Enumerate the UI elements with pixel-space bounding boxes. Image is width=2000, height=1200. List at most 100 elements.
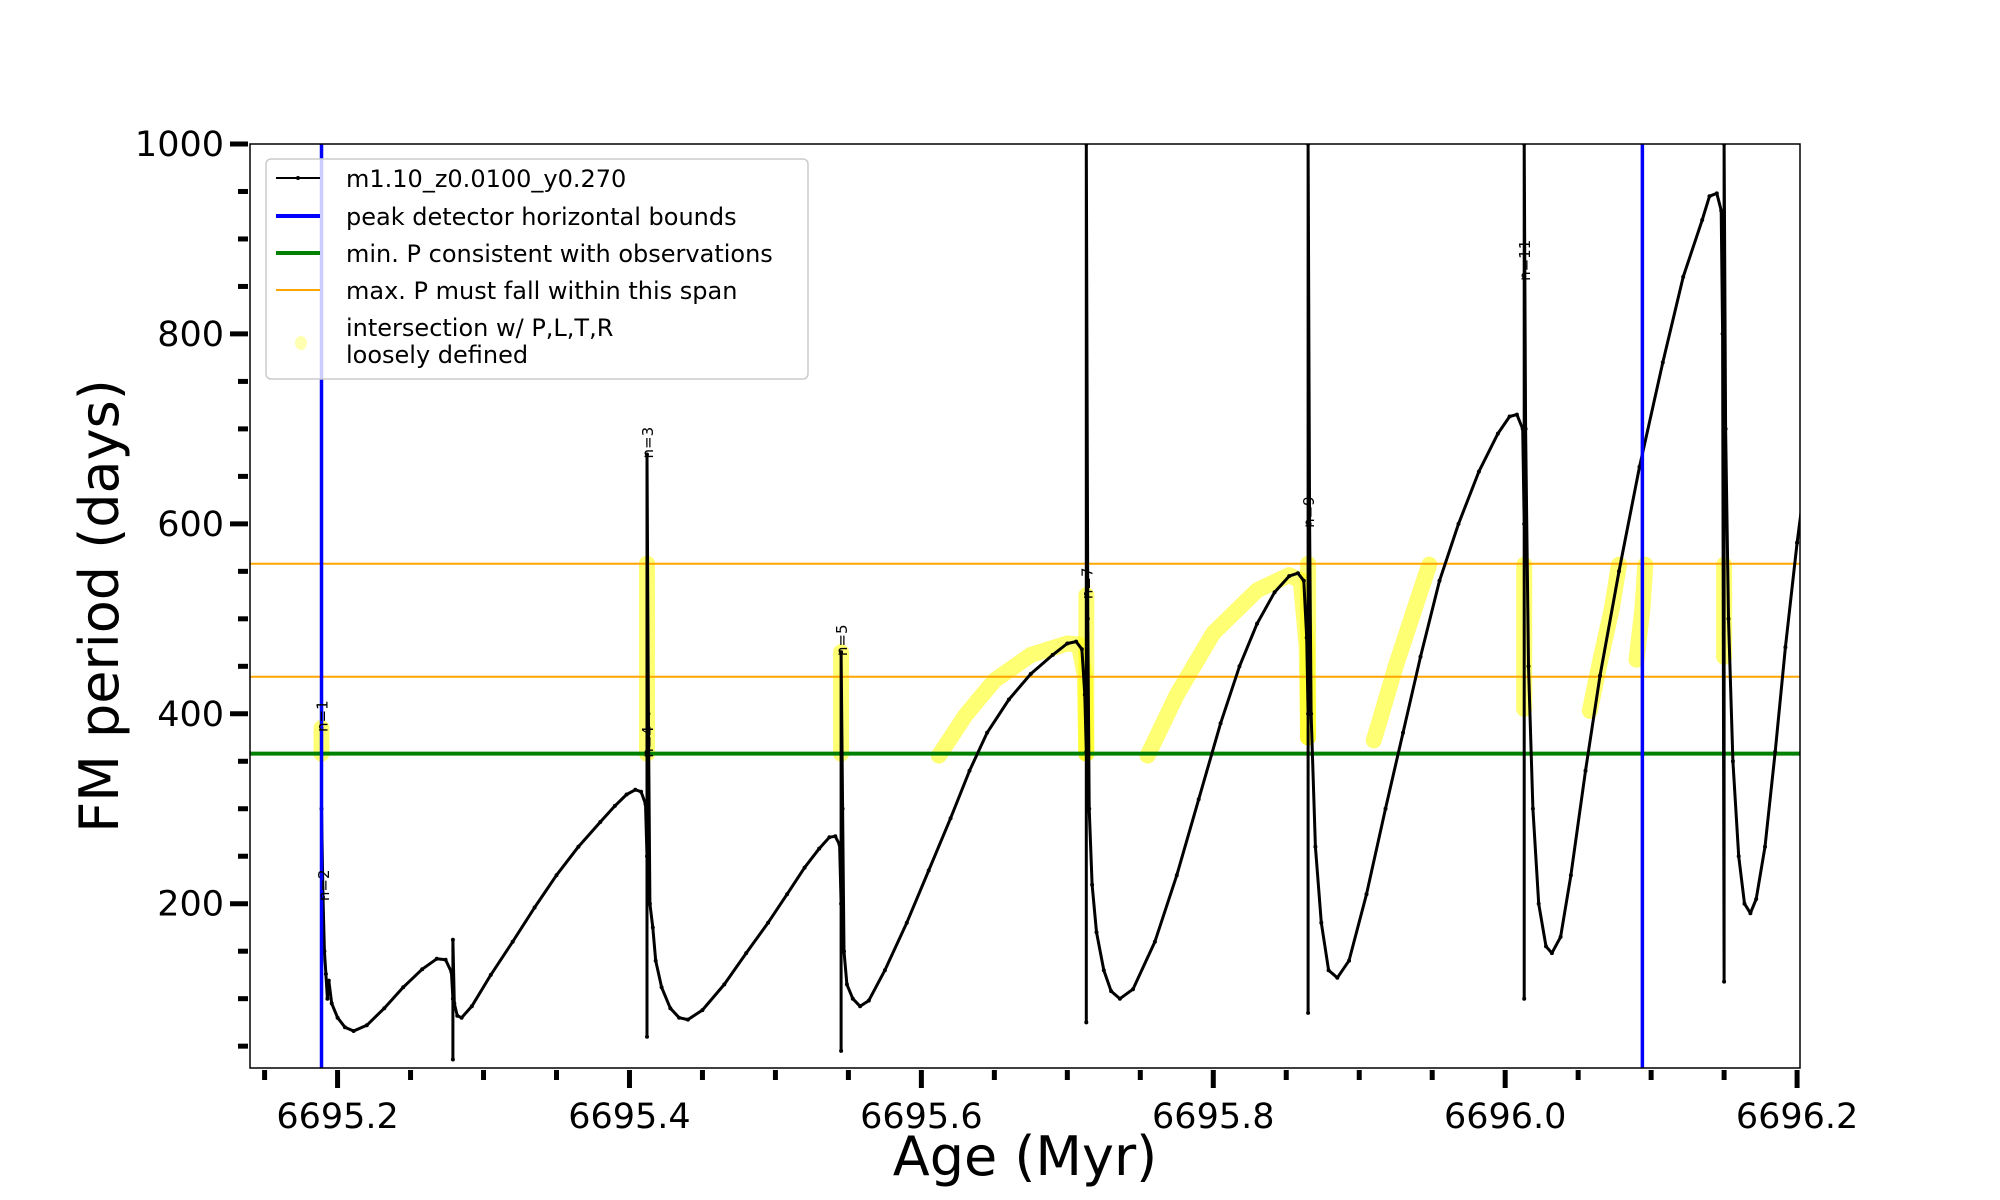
y-tick-label: 200 bbox=[157, 885, 224, 925]
data-point bbox=[1028, 671, 1033, 676]
legend-item-max-period: max. P must fall within this span bbox=[276, 277, 737, 305]
data-point bbox=[469, 1004, 474, 1009]
data-point bbox=[1319, 920, 1324, 925]
data-point bbox=[1523, 426, 1528, 431]
data-point bbox=[926, 868, 931, 873]
plot-area bbox=[250, 144, 1814, 1068]
data-point bbox=[948, 816, 953, 821]
x-tick-label: 6695.4 bbox=[568, 1097, 690, 1137]
data-point bbox=[827, 835, 832, 840]
legend-label-model: m1.10_z0.0100_y0.270 bbox=[346, 165, 626, 193]
horizontal-reference-lines bbox=[250, 562, 1800, 756]
data-point bbox=[1637, 464, 1642, 469]
data-point bbox=[1476, 469, 1481, 474]
data-point bbox=[1707, 194, 1712, 199]
legend-box bbox=[265, 158, 809, 380]
data-point bbox=[677, 1015, 682, 1020]
legend-item-peak-bounds: peak detector horizontal bounds bbox=[276, 203, 737, 231]
data-point bbox=[1507, 414, 1512, 419]
data-point bbox=[1700, 218, 1705, 222]
data-point bbox=[326, 978, 331, 983]
data-point bbox=[844, 982, 849, 987]
data-point bbox=[401, 985, 406, 990]
data-point bbox=[1306, 1010, 1311, 1015]
y-tick-label: 400 bbox=[157, 695, 224, 735]
data-point bbox=[1307, 521, 1312, 526]
data-point bbox=[839, 1048, 844, 1053]
data-point bbox=[1050, 652, 1055, 657]
data-point bbox=[744, 951, 749, 956]
legend-marker-icon bbox=[296, 176, 300, 180]
data-point bbox=[510, 939, 515, 944]
x-axis-label: Age (Myr) bbox=[893, 1125, 1158, 1188]
data-point bbox=[1530, 806, 1535, 811]
data-point bbox=[650, 925, 655, 930]
data-point bbox=[722, 982, 727, 987]
annotation-n-5: n=5 bbox=[833, 624, 851, 656]
data-point bbox=[1742, 901, 1747, 906]
data-point bbox=[1383, 806, 1388, 811]
data-point bbox=[633, 787, 638, 792]
data-point bbox=[882, 968, 887, 973]
data-point bbox=[455, 1013, 460, 1018]
x-tick-label: 6695.8 bbox=[1152, 1097, 1274, 1137]
data-point bbox=[1326, 968, 1331, 973]
data-point bbox=[598, 820, 603, 824]
data-point bbox=[624, 792, 629, 797]
data-point bbox=[645, 452, 649, 457]
data-point bbox=[685, 1017, 690, 1022]
data-point bbox=[668, 1006, 673, 1011]
data-point bbox=[450, 937, 455, 942]
data-point bbox=[842, 949, 846, 954]
data-point bbox=[866, 998, 871, 1003]
plot-frame bbox=[249, 143, 1801, 1069]
data-point bbox=[1748, 911, 1753, 916]
data-point bbox=[837, 842, 842, 847]
data-point bbox=[452, 1001, 457, 1006]
data-point bbox=[1085, 616, 1090, 621]
data-point bbox=[329, 1001, 334, 1006]
data-point bbox=[342, 1025, 347, 1030]
data-point bbox=[1006, 697, 1011, 702]
data-point bbox=[1437, 578, 1442, 583]
data-point bbox=[1090, 882, 1095, 887]
data-point bbox=[450, 1057, 455, 1062]
data-point bbox=[817, 846, 822, 851]
data-point bbox=[839, 901, 844, 906]
data-point bbox=[639, 789, 644, 794]
y-tick-label: 800 bbox=[157, 315, 224, 355]
data-point bbox=[1754, 897, 1759, 901]
data-point bbox=[646, 711, 651, 716]
data-point bbox=[443, 957, 448, 962]
data-point bbox=[1526, 664, 1531, 669]
y-axis-label: FM period (days) bbox=[68, 379, 131, 833]
data-point bbox=[449, 970, 454, 975]
data-point bbox=[1736, 854, 1741, 859]
data-point bbox=[700, 1008, 705, 1013]
data-point bbox=[1418, 654, 1423, 659]
data-point bbox=[645, 1034, 649, 1039]
data-point bbox=[1598, 673, 1602, 678]
data-point bbox=[833, 834, 838, 839]
x-tick-label: 6696.0 bbox=[1444, 1097, 1566, 1137]
legend: m1.10_z0.0100_y0.270 peak detector horiz… bbox=[265, 158, 809, 380]
data-point bbox=[1810, 427, 1814, 431]
data-point bbox=[1287, 574, 1292, 579]
intersection-highlight-8 bbox=[1365, 556, 1438, 749]
data-point bbox=[1583, 768, 1588, 773]
data-point bbox=[850, 996, 855, 1001]
data-point bbox=[459, 1015, 464, 1020]
data-point bbox=[1084, 1020, 1089, 1025]
data-point bbox=[612, 803, 617, 808]
data-point bbox=[322, 949, 327, 954]
data-point bbox=[1084, 749, 1089, 754]
legend-label-intersection: intersection w/ P,L,T,R bbox=[346, 314, 613, 342]
data-point bbox=[1714, 191, 1719, 196]
data-point bbox=[1117, 996, 1122, 1001]
data-point bbox=[1255, 621, 1260, 626]
data-point bbox=[766, 920, 771, 925]
data-point bbox=[1773, 749, 1778, 754]
data-point bbox=[1660, 360, 1665, 365]
data-point bbox=[985, 730, 990, 735]
